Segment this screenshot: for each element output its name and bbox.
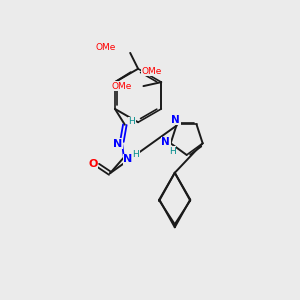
Text: OMe: OMe: [96, 44, 116, 52]
Text: N: N: [171, 115, 180, 124]
Text: OMe: OMe: [111, 82, 132, 91]
Text: OMe: OMe: [142, 67, 162, 76]
Text: H: H: [169, 147, 176, 156]
Text: N: N: [161, 137, 170, 147]
Text: N: N: [113, 139, 122, 148]
Text: H: H: [128, 117, 135, 126]
Text: N: N: [123, 154, 132, 164]
Text: H: H: [132, 150, 139, 159]
Text: O: O: [88, 159, 98, 170]
